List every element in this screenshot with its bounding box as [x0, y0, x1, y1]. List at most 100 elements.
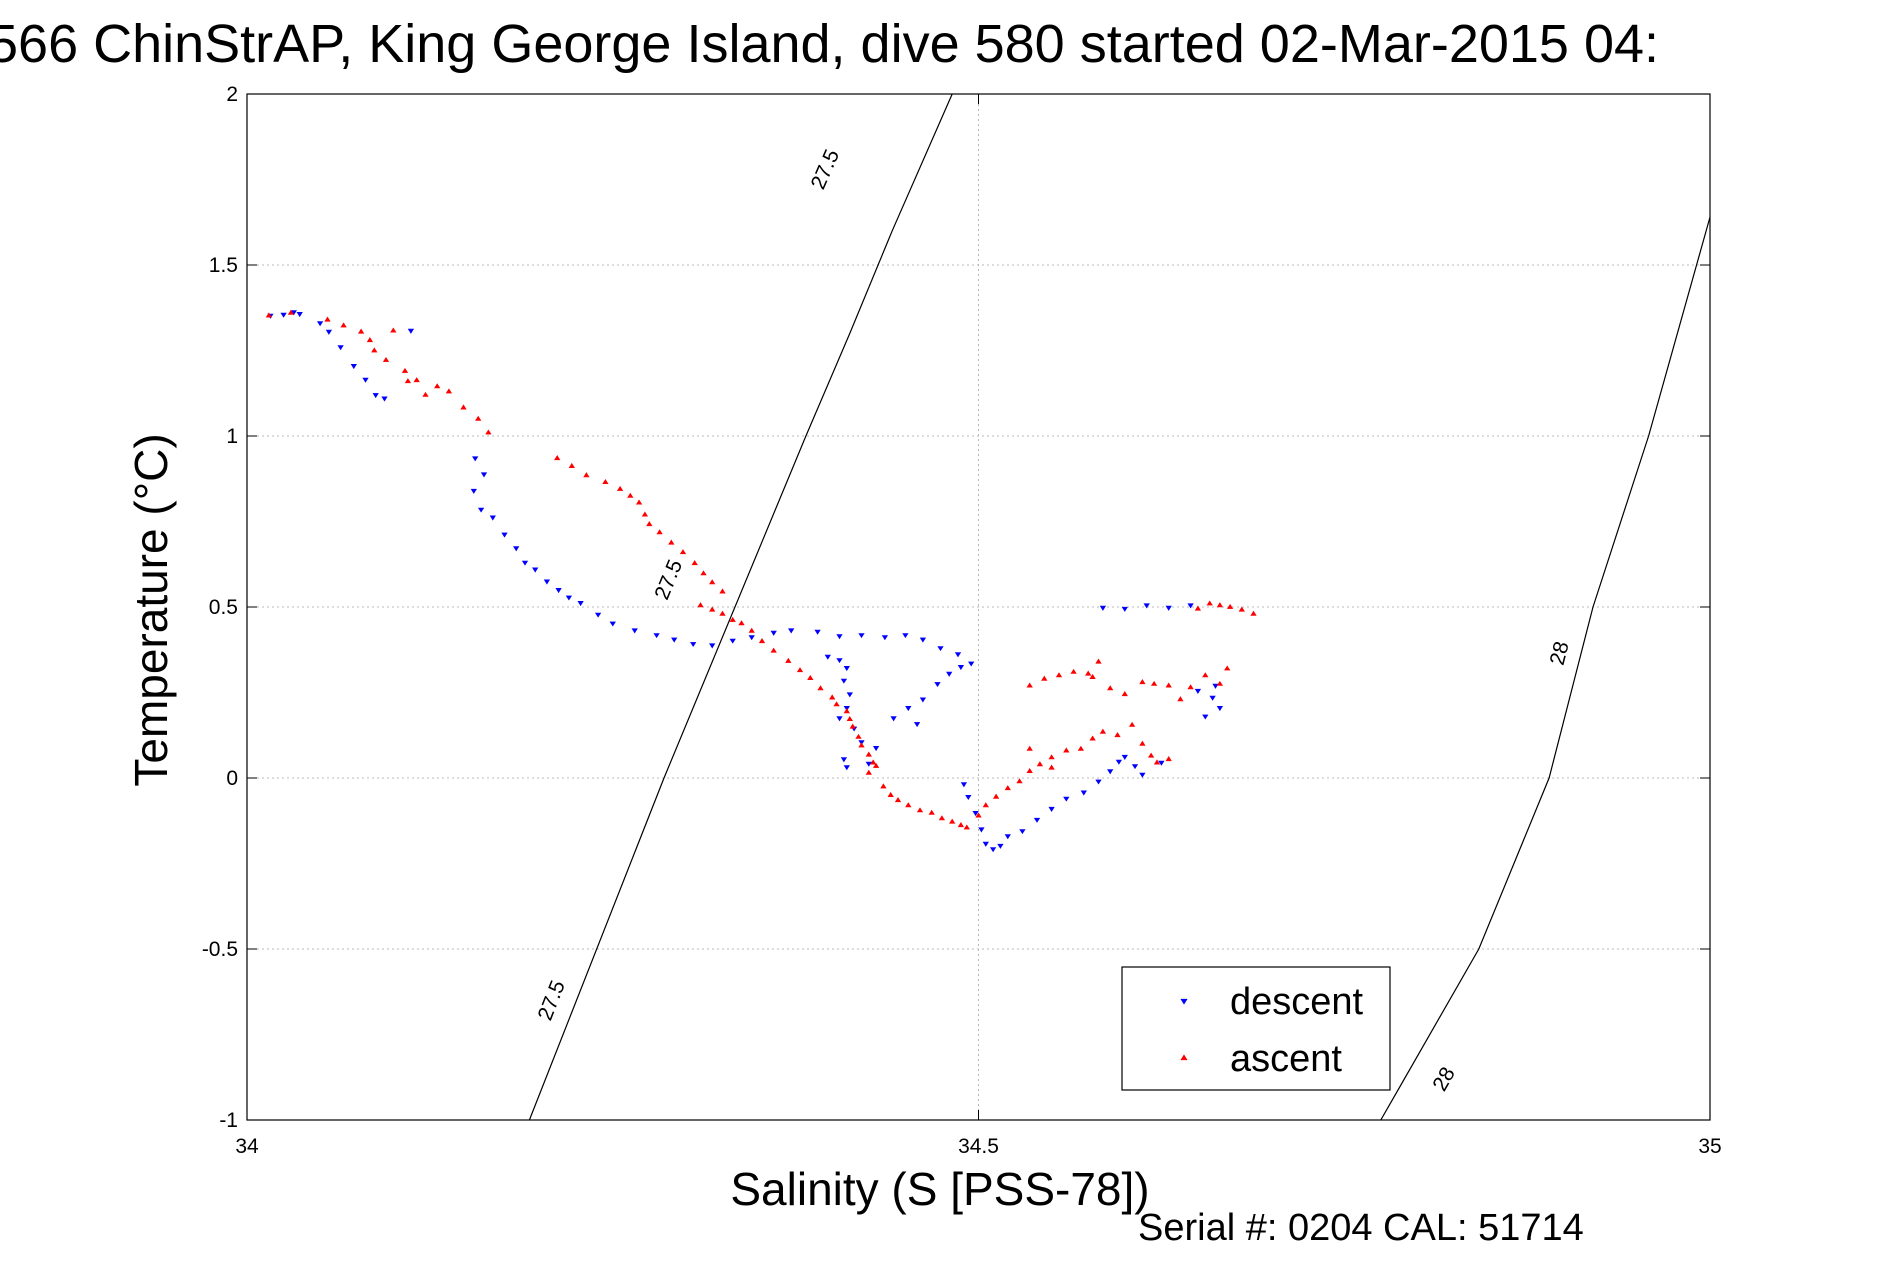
descent-point — [1115, 759, 1123, 765]
ascent-point — [1139, 679, 1146, 685]
descent-point — [978, 827, 985, 833]
ascent-point — [1216, 680, 1224, 686]
ascent-point — [992, 793, 1000, 799]
isopycnal-line — [1380, 216, 1711, 1121]
descent-point — [836, 634, 843, 640]
x-tick-label: 35 — [1698, 1135, 1721, 1158]
descent-point — [690, 642, 697, 648]
ascent-point — [1095, 658, 1102, 664]
ascent-point — [371, 347, 378, 353]
ascent-point — [729, 616, 736, 622]
ascent-point — [1165, 682, 1172, 688]
ascent-point — [1238, 606, 1245, 612]
ascent-point — [475, 415, 482, 421]
ascent-point — [846, 716, 853, 722]
descent-point — [840, 757, 848, 763]
ascent-point — [1016, 778, 1023, 784]
ascent-point — [287, 309, 295, 315]
ascent-point — [627, 492, 634, 498]
ascent-point — [748, 627, 755, 633]
descent-point — [913, 722, 921, 728]
descent-point — [824, 654, 831, 660]
descent-point — [846, 692, 853, 698]
descent-point — [472, 456, 479, 462]
descent-point — [653, 633, 660, 639]
ascent-point — [855, 733, 862, 739]
descent-point — [1107, 769, 1114, 775]
ascent-point — [390, 327, 397, 333]
ascent-point — [1216, 602, 1224, 608]
x-axis-label: Salinity (S [PSS-78]) — [730, 1163, 1149, 1215]
descent-point — [1004, 834, 1011, 840]
ascent-point — [691, 560, 698, 566]
descent-point — [1216, 705, 1224, 712]
ascent-point — [1165, 756, 1172, 762]
descent-point — [934, 682, 941, 688]
descent-point — [1095, 779, 1102, 785]
y-tick-label: 1.5 — [209, 254, 238, 277]
legend-marker-descent — [1180, 998, 1188, 1005]
descent-point — [902, 633, 909, 639]
ascent-point — [1114, 732, 1121, 738]
descent-point — [729, 638, 736, 644]
ascent-point — [366, 337, 374, 343]
descent-point — [381, 396, 388, 402]
descent-point — [362, 377, 369, 383]
descent-point — [477, 507, 485, 513]
descent-point — [1033, 817, 1041, 823]
ascent-point — [1055, 672, 1063, 678]
ascent-point — [646, 521, 653, 527]
y-tick-label: 2 — [226, 83, 238, 106]
descent-point — [968, 661, 975, 667]
ascent-point — [872, 762, 880, 768]
ascent-point — [963, 824, 970, 830]
descent-point — [280, 312, 287, 318]
ascent-point — [870, 759, 877, 765]
descent-point — [919, 637, 927, 643]
ascent-point — [641, 511, 649, 517]
ascent-point — [401, 367, 409, 373]
descent-point — [1139, 772, 1146, 778]
ascent-point — [949, 818, 956, 824]
ascent-point — [616, 485, 624, 491]
ascent-point — [382, 356, 390, 362]
ascent-point — [1089, 673, 1096, 680]
descent-point — [865, 761, 872, 767]
descent-point — [905, 705, 912, 712]
ascent-point — [422, 391, 429, 397]
contour-label-gap — [1541, 630, 1577, 676]
ascent-point — [1187, 684, 1194, 690]
descent-point — [1019, 829, 1026, 835]
ascent-point — [957, 822, 965, 828]
ascent-point — [1026, 682, 1033, 688]
ascent-point — [807, 674, 814, 681]
ascent-point — [1147, 752, 1155, 758]
ascent-point — [1121, 691, 1128, 697]
descent-point — [836, 716, 843, 722]
y-tick-label: 1 — [226, 425, 238, 448]
ascent-point — [404, 378, 412, 384]
descent-point — [631, 628, 638, 634]
serial-calibration-text: Serial #: 0204 CAL: 51714 — [1138, 1207, 1584, 1249]
ascent-point — [656, 529, 663, 535]
ascent-point — [1202, 672, 1209, 678]
ascent-point — [1089, 735, 1096, 741]
descent-point — [532, 567, 539, 573]
legend-label-descent: descent — [1230, 981, 1364, 1023]
descent-point — [748, 635, 755, 641]
descent-point — [843, 765, 850, 771]
descent-point — [840, 678, 848, 684]
ascent-point — [916, 807, 924, 813]
ascent-point — [796, 667, 804, 673]
descent-point — [372, 393, 379, 399]
ascent-point — [843, 708, 850, 714]
descent-point — [555, 587, 562, 594]
ascent-point — [554, 455, 561, 461]
ascent-point — [1048, 764, 1055, 770]
contour-label-gap — [804, 145, 845, 193]
descent-point — [972, 810, 979, 817]
ascent-point — [1250, 610, 1257, 616]
legend-label-ascent: ascent — [1230, 1038, 1342, 1080]
ascent-point — [858, 742, 865, 748]
